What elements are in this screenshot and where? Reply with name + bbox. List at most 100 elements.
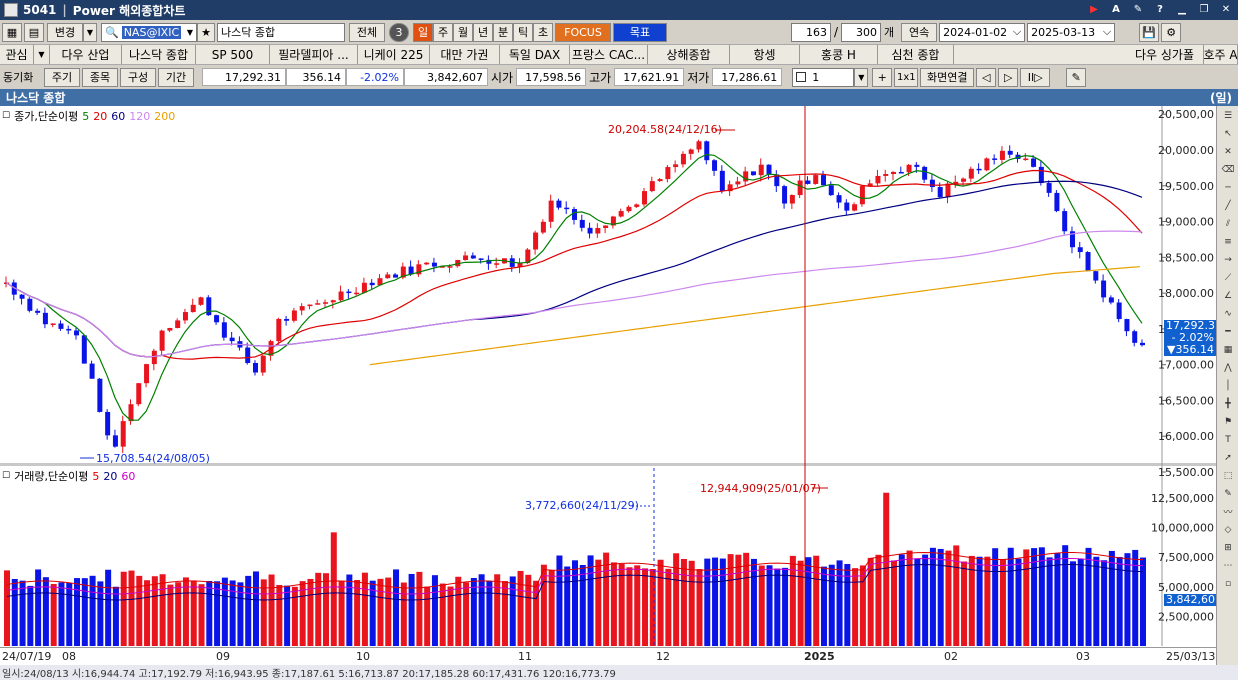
period-3[interactable]: 년 xyxy=(473,22,493,42)
ratio-select[interactable]: 1 xyxy=(792,67,855,87)
index-tab-3[interactable]: 필라델피아 ... xyxy=(270,45,358,64)
line-icon[interactable]: ─ xyxy=(1225,182,1231,193)
calendar-chevron-icon[interactable]: ⌵ xyxy=(1102,25,1112,38)
pencil-icon[interactable]: ✎ xyxy=(1224,488,1232,499)
draw-tool-icon[interactable]: ✎ xyxy=(1066,67,1087,87)
interest-tab[interactable]: 관심 xyxy=(0,45,34,64)
cursor-icon[interactable]: ↖ xyxy=(1224,128,1232,139)
text-icon[interactable]: T xyxy=(1225,434,1231,445)
cycle-icon[interactable]: ∿ xyxy=(1224,308,1232,319)
all-button[interactable]: 전체 xyxy=(349,22,385,42)
grid-icon[interactable]: ▦ xyxy=(1223,344,1233,355)
trendline-icon[interactable]: ╱ xyxy=(1225,200,1231,211)
angle-icon[interactable]: ∠ xyxy=(1223,290,1233,301)
restore-icon[interactable]: ❐ xyxy=(1199,3,1209,15)
hline-icon[interactable]: ━ xyxy=(1225,326,1231,337)
x1-button[interactable]: 1x1 xyxy=(894,67,919,87)
chevron-down-icon[interactable]: ▼ xyxy=(34,45,50,64)
date-to-input[interactable]: 2025-03-13 ⌵ xyxy=(1027,22,1116,42)
end-icon[interactable]: ▫ xyxy=(1224,578,1232,589)
target-button[interactable]: 목표 xyxy=(613,22,667,42)
period-6[interactable]: 초 xyxy=(533,22,553,42)
pause-play-icon[interactable]: II▷ xyxy=(1020,67,1051,87)
ray-icon[interactable]: → xyxy=(1224,254,1232,265)
count-input[interactable]: 163 xyxy=(791,22,831,42)
index-tab-right-1[interactable]: 호주 A xyxy=(1204,45,1238,64)
candle-body xyxy=(953,181,959,184)
period-2[interactable]: 월 xyxy=(453,22,473,42)
marker-icon[interactable]: ⚑ xyxy=(1223,416,1233,427)
total-input[interactable]: 300 xyxy=(841,22,882,42)
save-icon[interactable]: 💾 xyxy=(1139,22,1160,42)
circle-number-button[interactable]: 3 xyxy=(389,22,409,42)
chevron-down-icon[interactable]: ▼ xyxy=(854,67,869,87)
focus-button[interactable]: FOCUS xyxy=(555,22,611,42)
candle-body xyxy=(182,312,188,321)
chart-area[interactable]: 20,500,00 20,000.00 19,500.00 19,000.00 18,5… xyxy=(0,106,1222,665)
index-tab-10[interactable]: 홍콩 H xyxy=(800,45,878,64)
period-0[interactable]: 일 xyxy=(413,22,433,42)
index-tab-4[interactable]: 니케이 225 xyxy=(358,45,430,64)
fib-icon[interactable]: ≡ xyxy=(1224,236,1232,247)
index-tab-2[interactable]: SP 500 xyxy=(196,45,270,64)
screen-icon[interactable]: ▤ xyxy=(24,22,44,42)
next-icon[interactable]: ▷ xyxy=(998,67,1019,87)
help-icon[interactable]: ? xyxy=(1157,3,1163,15)
pin-icon[interactable]: ✎ xyxy=(1133,3,1143,15)
period-1[interactable]: 주 xyxy=(433,22,453,42)
index-tab-11[interactable]: 심천 종합 xyxy=(878,45,954,64)
delete-icon[interactable]: ✕ xyxy=(1224,146,1232,157)
ratio-square-icon xyxy=(796,72,807,82)
index-tab-7[interactable]: 프랑스 CAC... xyxy=(570,45,648,64)
candle-body xyxy=(1124,319,1130,332)
index-tab-9[interactable]: 항셍 xyxy=(730,45,800,64)
chevron-down-icon[interactable]: ▼ xyxy=(83,22,97,42)
index-tab-8[interactable]: 상해종합 xyxy=(648,45,730,64)
item-button[interactable]: 종목 xyxy=(82,67,118,87)
symbol-input[interactable]: 🔍 NAS@IXIC ▼ xyxy=(101,22,197,42)
prev-icon[interactable]: ◁ xyxy=(976,67,997,87)
eraser-icon[interactable]: ⌫ xyxy=(1221,164,1235,175)
fan-icon[interactable]: ⟋ xyxy=(1224,272,1232,283)
font-icon[interactable]: A xyxy=(1112,3,1120,15)
channel-icon[interactable]: ⫽ xyxy=(1225,218,1230,229)
candle-body xyxy=(540,221,546,233)
change-button[interactable]: 변경 xyxy=(47,22,83,42)
config-button[interactable]: 구성 xyxy=(120,67,156,87)
calendar-chevron-icon[interactable]: ⌵ xyxy=(1012,25,1022,38)
term-button[interactable]: 기간 xyxy=(158,67,194,87)
symbol-name-field: 나스닥 종합 xyxy=(217,22,345,42)
period-4[interactable]: 분 xyxy=(493,22,513,42)
volume-legend-icon: ☐ xyxy=(2,471,11,481)
vline-icon[interactable]: │ xyxy=(1225,380,1231,391)
period-5[interactable]: 틱 xyxy=(513,22,533,42)
volume-bar xyxy=(688,560,695,646)
arrow-icon[interactable]: ➚ xyxy=(1224,452,1232,463)
extra-icon[interactable]: ⊞ xyxy=(1224,542,1232,553)
shape-icon[interactable]: ◇ xyxy=(1224,524,1232,535)
list-icon[interactable]: ☰ xyxy=(1223,110,1233,121)
continuous-button[interactable]: 연속 xyxy=(901,22,938,42)
price-volume-chart[interactable]: 20,500,00 20,000.00 19,500.00 19,000.00 18,5… xyxy=(0,106,1216,665)
date-from-input[interactable]: 2024-01-02 ⌵ xyxy=(939,22,1026,42)
period-button[interactable]: 주기 xyxy=(44,67,80,87)
layout-icon[interactable]: ▦ xyxy=(2,22,22,42)
pattern-icon[interactable]: ⬚ xyxy=(1223,470,1233,481)
plus-icon[interactable]: + xyxy=(872,67,893,87)
cross-icon[interactable]: ╋ xyxy=(1225,398,1231,409)
play-icon[interactable]: ▶ xyxy=(1090,3,1098,15)
zigzag-icon[interactable]: ⋀ xyxy=(1224,362,1232,373)
minimize-icon[interactable]: ▁ xyxy=(1178,3,1186,15)
index-tab-1[interactable]: 나스닥 종합 xyxy=(122,45,196,64)
link-screen-button[interactable]: 화면연결 xyxy=(920,67,975,87)
index-tab-0[interactable]: 다우 산업 xyxy=(50,45,122,64)
close-icon[interactable]: ✕ xyxy=(1221,3,1231,15)
more-icon[interactable]: ⋯ xyxy=(1223,560,1233,571)
wave-icon[interactable]: 〰 xyxy=(1223,508,1233,518)
settings-icon[interactable]: ⚙ xyxy=(1161,22,1182,42)
index-tab-right-0[interactable]: 다우 싱가폴 xyxy=(1126,45,1204,64)
star-icon[interactable]: ★ xyxy=(197,22,215,42)
index-tab-5[interactable]: 대만 가권 xyxy=(430,45,500,64)
chevron-down-icon[interactable]: ▼ xyxy=(186,27,193,37)
index-tab-6[interactable]: 독일 DAX xyxy=(500,45,570,64)
